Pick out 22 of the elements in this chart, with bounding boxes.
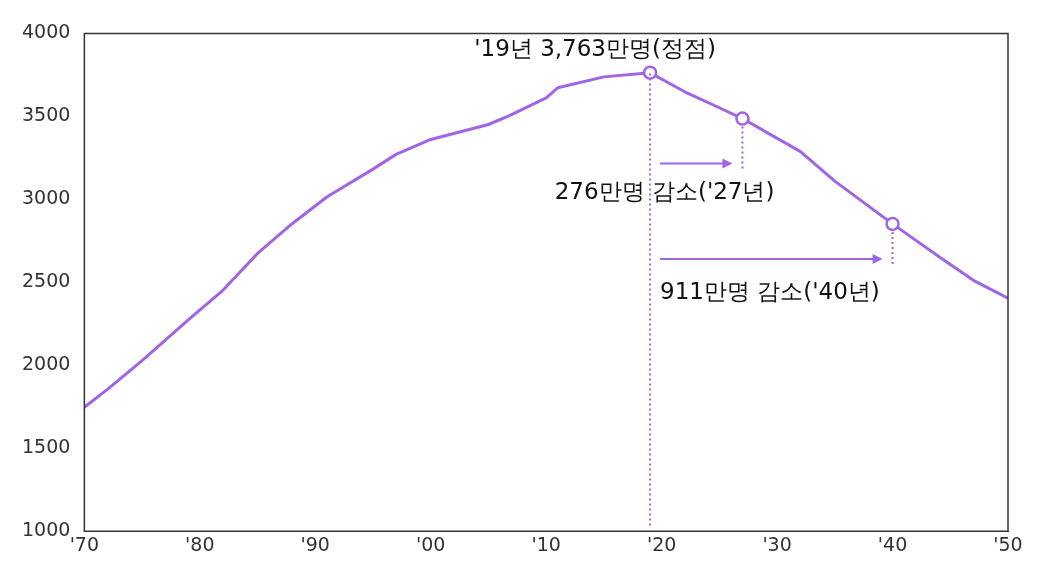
y-tick-label: 2500 [21,269,71,292]
y-tick-label: 2000 [21,352,71,375]
x-tick-label: '50 [993,532,1023,555]
annotation: 911만명 감소('40년) [660,277,880,304]
x-tick-label: '40 [877,532,908,555]
y-tick-label: 1500 [21,435,71,458]
x-tick-label: '10 [531,532,561,555]
y-tick-label: 3500 [21,103,71,126]
y-tick-label: 1000 [21,518,71,541]
x-tick-label: '20 [646,532,677,555]
x-tick-label: '30 [762,532,792,555]
y-tick-label: 3000 [21,186,71,209]
point [642,65,658,80]
annotation: 276만명 감소('27년) [554,177,775,204]
point [735,111,750,126]
annotation: '19년 3,763만명(정점) [474,34,716,61]
x-tick-label: '90 [300,532,330,555]
x-tick-label: '70 [69,532,100,555]
y-tick-label: 4000 [21,20,71,43]
x-tick-label: '00 [416,532,446,555]
x-tick-label: '80 [185,532,215,555]
point [885,216,900,232]
